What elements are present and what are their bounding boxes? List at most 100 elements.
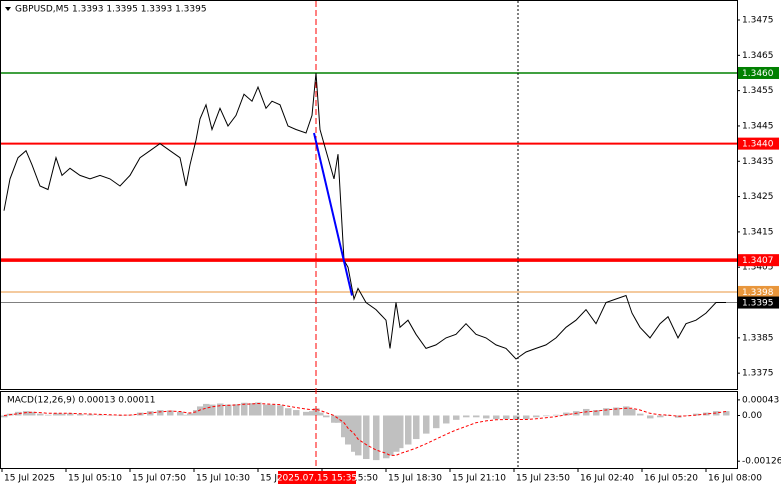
- y-tick-label: 1.3435: [742, 157, 774, 167]
- y-tick-label: 1.3375: [742, 369, 774, 379]
- macd-bar: [397, 415, 404, 449]
- x-tick-label: 16 Jul 05:20: [644, 474, 698, 484]
- y-tick-label: -0.00126: [742, 457, 781, 467]
- y-tick-label: 1.3465: [742, 51, 774, 61]
- signal-line: [3, 402, 727, 456]
- main-panel: [0, 0, 738, 390]
- macd-bar: [623, 406, 630, 416]
- macd-bar: [593, 410, 600, 416]
- macd-bar: [373, 415, 380, 461]
- price-line: [3, 72, 726, 360]
- macd-bar: [665, 415, 672, 416]
- macd-bar: [345, 415, 352, 445]
- macd-bar: [157, 410, 164, 416]
- macd-bar: [15, 411, 22, 416]
- macd-bar: [317, 412, 324, 416]
- macd-bar: [335, 415, 342, 423]
- macd-bar: [613, 407, 620, 416]
- macd-bar: [285, 408, 292, 416]
- x-tick-label: 15 Jul 10:30: [196, 474, 250, 484]
- macd-bar: [629, 408, 636, 416]
- macd-bar: [433, 415, 440, 429]
- x-tick-label: 16 Jul 02:40: [580, 474, 634, 484]
- macd-bar: [29, 411, 36, 416]
- macd-bar: [269, 404, 276, 416]
- macd-bar: [723, 411, 730, 416]
- level-label: 1.3395: [742, 299, 774, 309]
- y-tick-label: 0.00: [742, 411, 762, 421]
- macd-bar: [209, 404, 216, 416]
- x-tick-label: 15 Jul 07:50: [132, 474, 186, 484]
- macd-bar: [263, 404, 270, 416]
- x-tick-label: 15 Jul 05:10: [68, 474, 122, 484]
- macd-bar: [443, 415, 450, 424]
- macd-bar: [77, 414, 84, 416]
- macd-bar: [23, 411, 30, 416]
- macd-bar: [167, 410, 174, 416]
- macd-bar: [405, 415, 412, 445]
- macd-bar: [303, 411, 310, 416]
- macd-bar: [647, 415, 654, 419]
- macd-bar: [331, 415, 338, 423]
- macd-bar: [309, 411, 316, 416]
- chart-title: GBPUSD,M5 1.3393 1.3395 1.3393 1.3395: [15, 5, 207, 15]
- macd-bar: [187, 413, 194, 416]
- macd-bar: [603, 408, 610, 416]
- trend-line: [313, 132, 353, 296]
- macd-bar: [183, 414, 190, 416]
- macd-bar: [97, 414, 104, 416]
- macd-bar: [53, 413, 60, 416]
- macd-bar: [543, 415, 550, 417]
- macd-bar: [233, 404, 240, 416]
- macd-bar: [523, 415, 530, 420]
- macd-bar: [513, 415, 520, 420]
- macd-bar: [563, 412, 570, 416]
- macd-bar: [493, 415, 500, 420]
- y-tick-label: 1.3425: [742, 192, 774, 202]
- level-label: 1.3407: [742, 256, 774, 266]
- level-label-box: [738, 254, 779, 267]
- macd-bar: [67, 413, 74, 416]
- y-tick-label: 1.3385: [742, 333, 774, 343]
- macd-bar: [483, 415, 490, 419]
- macd-bar: [553, 414, 560, 416]
- y-tick-label: 1.3445: [742, 121, 774, 131]
- macd-bar: [323, 415, 330, 418]
- y-tick-label: 1.3475: [742, 16, 774, 26]
- macd-bar: [177, 411, 184, 416]
- y-tick-label: 1.3405: [742, 263, 774, 273]
- time-label: 2025.07.15 15:35: [277, 474, 357, 484]
- level-label-box: [738, 296, 779, 309]
- macd-bar: [473, 415, 480, 418]
- macd-bar: [355, 415, 362, 456]
- menu-arrow: [5, 7, 11, 11]
- level-label-box: [738, 285, 779, 298]
- level-label-box: [738, 66, 779, 79]
- macd-bar: [423, 415, 430, 434]
- macd-bar: [675, 415, 682, 418]
- x-tick-label: 16 Jul 08:00: [708, 474, 762, 484]
- macd-bar: [277, 405, 284, 416]
- level-label: 1.3440: [742, 140, 774, 150]
- macd-bar: [703, 412, 710, 416]
- macd-bar: [463, 415, 470, 418]
- macd-bar: [393, 415, 400, 452]
- y-tick-label: 0.00043: [742, 395, 779, 405]
- macd-bar: [203, 403, 210, 416]
- x-tick-label: 15 Jul 23:50: [516, 474, 570, 484]
- macd-bar: [117, 415, 124, 416]
- macd-bar: [107, 415, 114, 416]
- macd-bar: [637, 413, 644, 416]
- macd-bar: [193, 410, 200, 416]
- macd-bar: [453, 415, 460, 420]
- macd-bar: [533, 415, 540, 418]
- macd-bar: [45, 414, 52, 416]
- macd-bar: [363, 415, 370, 460]
- macd-title: MACD(12,26,9) 0.00013 0.00011: [7, 396, 156, 406]
- macd-bar: [241, 402, 248, 416]
- macd-bar: [197, 406, 204, 416]
- level-label: 1.3398: [742, 288, 774, 298]
- x-tick-label: 15 Jul 21:10: [452, 474, 506, 484]
- macd-bar: [293, 410, 300, 416]
